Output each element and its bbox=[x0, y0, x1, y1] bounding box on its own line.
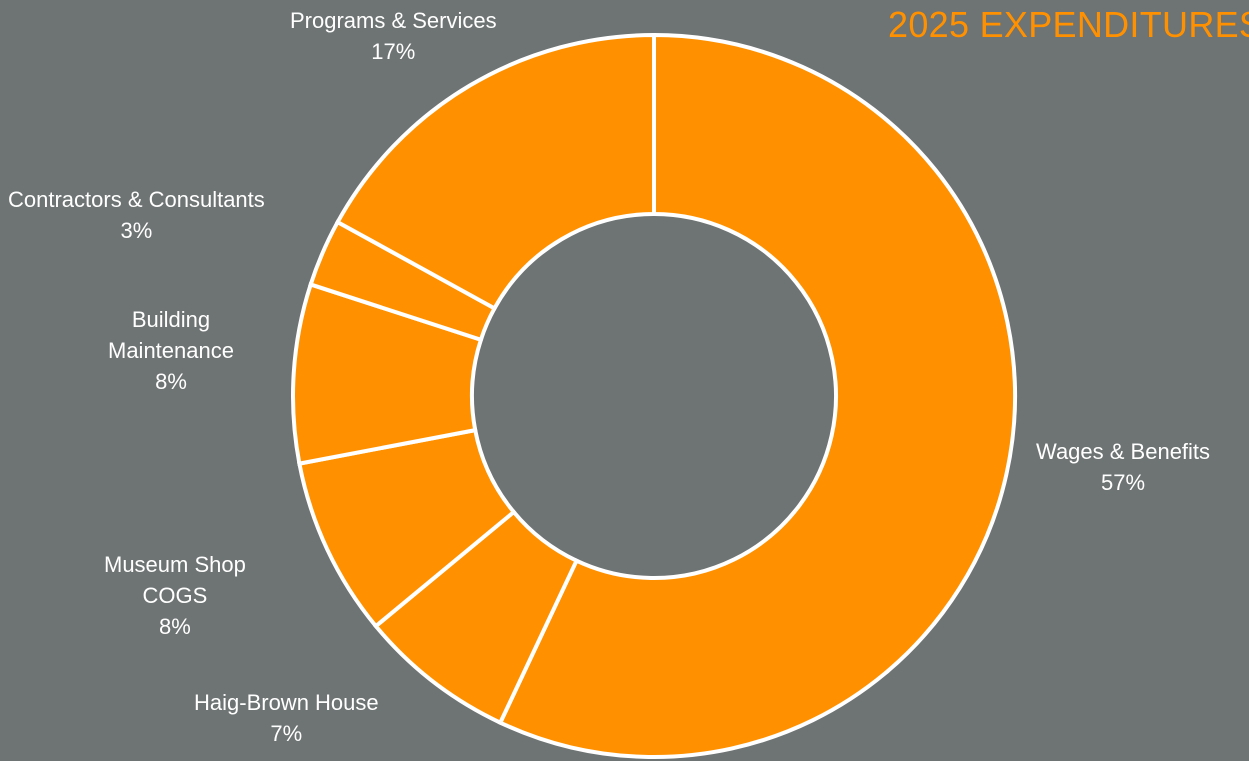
slice-label-text: Programs & Services bbox=[290, 8, 497, 33]
slice-label-haig-brown-house: Haig-Brown House 7% bbox=[194, 687, 379, 749]
slice-label-programs-services: Programs & Services 17% bbox=[290, 5, 497, 67]
slice-label-text: Wages & Benefits bbox=[1036, 439, 1211, 464]
slice-label-pct: 57% bbox=[1101, 470, 1146, 495]
slice-label-wages-benefits: Wages & Benefits 57% bbox=[1036, 436, 1210, 498]
slice-label-text: Building bbox=[131, 307, 211, 332]
slice-label-text: Haig-Brown House bbox=[194, 690, 379, 715]
slice-label-text: Contractors & Consultants bbox=[8, 187, 265, 212]
slice-label-text: Museum Shop bbox=[104, 552, 246, 577]
slice-label-text: Maintenance bbox=[108, 338, 234, 363]
donut-slice-programs-services bbox=[334, 32, 656, 312]
slice-label-pct: 8% bbox=[155, 369, 187, 394]
slice-label-text: COGS bbox=[142, 583, 208, 608]
slice-label-building-maintenance: Building Maintenance 8% bbox=[108, 304, 234, 397]
slice-label-contractors-consultants: Contractors & Consultants 3% bbox=[8, 184, 265, 246]
slice-label-pct: 17% bbox=[371, 39, 416, 64]
chart-title: 2025 EXPENDITURES bbox=[888, 4, 1249, 45]
slice-label-museum-shop-cogs: Museum Shop COGS 8% bbox=[104, 549, 246, 642]
slice-label-pct: 8% bbox=[159, 614, 191, 639]
donut-slice-wages-benefits bbox=[497, 32, 1017, 759]
slice-label-pct: 3% bbox=[120, 218, 153, 243]
slice-label-pct: 7% bbox=[270, 721, 303, 746]
